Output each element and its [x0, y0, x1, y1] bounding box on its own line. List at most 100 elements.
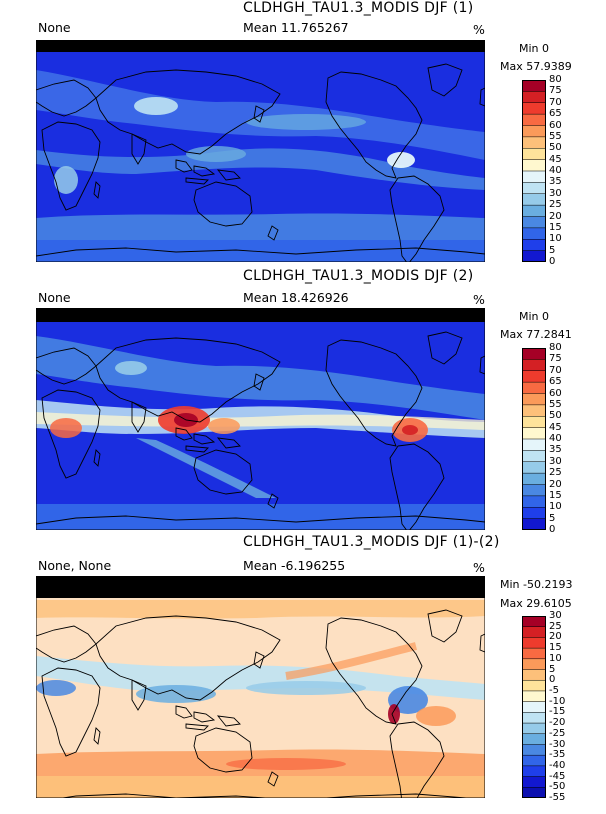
colorbar-swatch	[522, 776, 546, 788]
colorbar-swatch	[522, 518, 546, 530]
colorbar-swatch	[522, 438, 546, 451]
colorbar-swatch	[522, 102, 546, 115]
colorbar-tick-label: 25	[549, 199, 562, 211]
panel-2-colorbar	[522, 348, 546, 530]
colorbar-tick-label: -5	[549, 684, 559, 696]
colorbar-tick-label: 45	[549, 421, 562, 433]
colorbar-swatch	[522, 507, 546, 520]
colorbar-tick-label: -10	[549, 695, 566, 707]
colorbar-tick-label: 75	[549, 85, 562, 97]
colorbar-swatch	[522, 712, 546, 724]
colorbar-swatch	[522, 370, 546, 383]
colorbar-swatch	[522, 744, 546, 756]
panel-1-max-label: Max 57.9389	[500, 60, 572, 73]
panel-3-colorbar	[522, 616, 546, 798]
colorbar-swatch	[522, 637, 546, 649]
colorbar-tick-label: 55	[549, 130, 562, 142]
colorbar-tick-label: 20	[549, 478, 562, 490]
panel-1-title: CLDHGH_TAU1.3_MODIS DJF (1)	[243, 0, 474, 16]
colorbar-swatch	[522, 348, 546, 360]
panel-1-left-label: None	[38, 20, 71, 35]
colorbar-tick-label: -50	[549, 781, 566, 793]
colorbar-frame	[522, 348, 546, 530]
colorbar-tick-label: 50	[549, 142, 562, 154]
panel-3-colorbar-ticks: 30 25 20 15 10 5 0 -5 -10 -15 -20 -25 -30 -35 -40 -45 -5…	[549, 611, 605, 803]
colorbar-tick-label: -15	[549, 706, 566, 718]
colorbar-swatch	[522, 484, 546, 497]
colorbar-swatch	[522, 393, 546, 406]
panel-3: CLDHGH_TAU1.3_MODIS DJF (1)-(2) None, No…	[0, 534, 606, 804]
colorbar-tick-label: 0	[549, 524, 556, 535]
colorbar-tick-label: 70	[549, 96, 562, 108]
colorbar-swatch	[522, 427, 546, 440]
colorbar-tick-label: 5	[549, 512, 556, 524]
colorbar-swatch	[522, 616, 546, 628]
colorbar-swatch	[522, 182, 546, 195]
colorbar-tick-label: 15	[549, 642, 562, 654]
colorbar-swatch	[522, 91, 546, 104]
colorbar-tick-label: 25	[549, 467, 562, 479]
panel-3-min-label: Min -50.2193	[500, 578, 573, 591]
panel-3-left-label: None, None	[38, 558, 112, 573]
colorbar-tick-label: 45	[549, 153, 562, 165]
colorbar-tick-label: 50	[549, 410, 562, 422]
panel-1-map	[36, 40, 485, 262]
colorbar-swatch	[522, 690, 546, 703]
colorbar-tick-label: 40	[549, 165, 562, 176]
panel-1-min-label: Min 0	[519, 42, 550, 55]
colorbar-swatch	[522, 461, 546, 474]
colorbar-swatch	[522, 450, 546, 463]
colorbar-swatch	[522, 495, 546, 508]
panel-1-colorbar	[522, 80, 546, 262]
colorbar-frame	[522, 616, 546, 798]
colorbar-swatch	[522, 626, 546, 638]
colorbar-swatch	[522, 193, 546, 206]
colorbar-swatch	[522, 787, 546, 798]
colorbar-tick-label: -20	[549, 717, 566, 729]
colorbar-tick-label: -55	[549, 792, 566, 803]
panel-2-map	[36, 308, 485, 530]
colorbar-tick-label: -25	[549, 727, 566, 739]
colorbar-swatch	[522, 239, 546, 252]
colorbar-swatch	[522, 722, 546, 735]
colorbar-tick-label: 15	[549, 489, 562, 501]
panel-1: CLDHGH_TAU1.3_MODIS DJF (1) None Mean 11…	[0, 0, 606, 270]
panel-2: CLDHGH_TAU1.3_MODIS DJF (2) None Mean 18…	[0, 268, 606, 538]
colorbar-tick-label: 35	[549, 176, 562, 188]
colorbar-tick-label: 60	[549, 387, 562, 399]
colorbar-swatch	[522, 472, 546, 486]
colorbar-swatch	[522, 216, 546, 229]
panel-3-map	[36, 576, 485, 798]
colorbar-tick-label: 5	[549, 244, 556, 256]
colorbar-swatch	[522, 125, 546, 138]
colorbar-tick-label: 65	[549, 376, 562, 388]
colorbar-tick-label: -30	[549, 738, 566, 750]
colorbar-tick-label: 0	[549, 674, 556, 686]
colorbar-tick-label: 0	[549, 256, 556, 267]
colorbar-tick-label: 60	[549, 119, 562, 131]
panel-3-units: %	[473, 560, 485, 575]
colorbar-swatch	[522, 765, 546, 778]
colorbar-swatch	[522, 148, 546, 161]
colorbar-swatch	[522, 136, 546, 149]
colorbar-swatch	[522, 416, 546, 429]
panel-1-mean-label: Mean 11.765267	[243, 20, 349, 35]
colorbar-swatch	[522, 733, 546, 746]
colorbar-tick-label: 30	[549, 187, 562, 199]
panel-2-left-label: None	[38, 290, 71, 305]
colorbar-tick-label: 80	[549, 342, 562, 353]
colorbar-tick-label: -45	[549, 770, 566, 782]
panel-3-max-label: Max 29.6105	[500, 597, 572, 610]
colorbar-swatch	[522, 381, 546, 395]
colorbar-tick-label: 55	[549, 398, 562, 410]
panel-2-max-label: Max 77.2841	[500, 328, 572, 341]
panel-1-colorbar-ticks: 80 75 70 65 60 55 50 45 40 35 30 25 20 15 10 5 0	[549, 75, 599, 267]
colorbar-swatch	[522, 754, 546, 767]
panel-3-title: CLDHGH_TAU1.3_MODIS DJF (1)-(2)	[243, 534, 500, 550]
colorbar-swatch	[522, 113, 546, 127]
panel-2-min-label: Min 0	[519, 310, 550, 323]
panel-2-units: %	[473, 292, 485, 307]
colorbar-tick-label: 20	[549, 631, 562, 643]
colorbar-swatch	[522, 227, 546, 240]
panel-2-title: CLDHGH_TAU1.3_MODIS DJF (2)	[243, 268, 474, 284]
